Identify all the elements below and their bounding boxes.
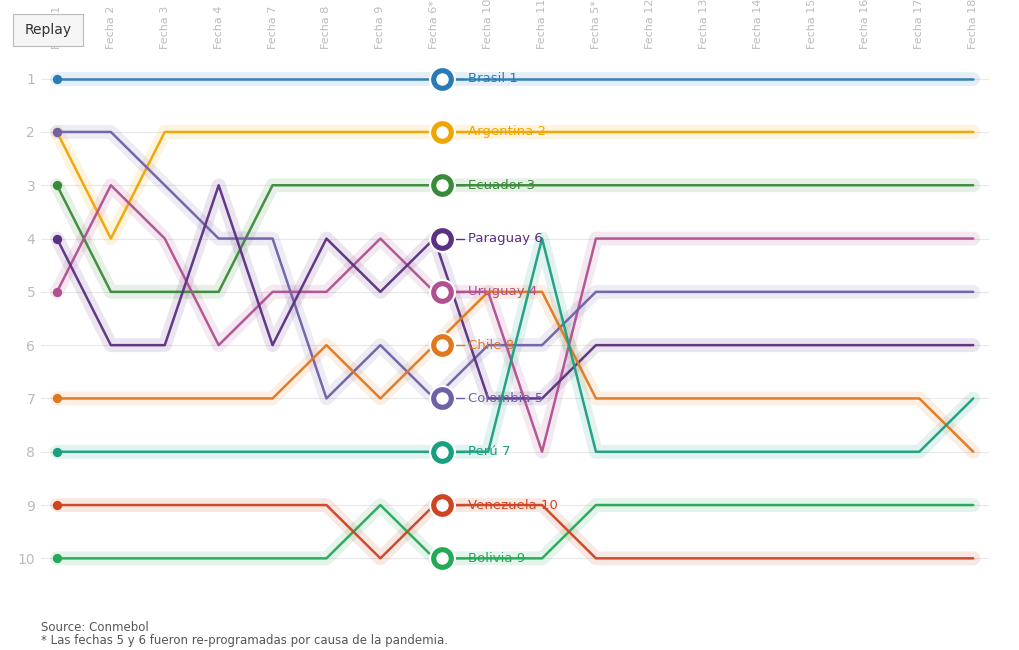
Point xyxy=(434,127,450,137)
Point xyxy=(49,287,65,297)
Point xyxy=(434,393,450,404)
Point xyxy=(434,127,450,137)
Point xyxy=(49,233,65,244)
Point xyxy=(434,447,450,457)
Text: Paraguay 6: Paraguay 6 xyxy=(468,232,542,245)
Point xyxy=(434,73,450,84)
Point xyxy=(49,127,65,137)
Point xyxy=(49,127,65,137)
Text: Perú 7: Perú 7 xyxy=(468,445,510,458)
Point xyxy=(434,233,450,244)
Text: Chile 8: Chile 8 xyxy=(468,339,514,352)
Point xyxy=(49,500,65,510)
Text: Bolivia 9: Bolivia 9 xyxy=(468,552,525,565)
Point xyxy=(49,447,65,457)
Point xyxy=(434,180,450,190)
Text: Colombia 5: Colombia 5 xyxy=(468,392,542,405)
Point xyxy=(49,180,65,190)
Text: Ecuador 3: Ecuador 3 xyxy=(468,179,534,192)
Point xyxy=(434,340,450,350)
Text: Replay: Replay xyxy=(24,23,71,37)
Point xyxy=(434,553,450,564)
Point xyxy=(434,233,450,244)
Point xyxy=(434,393,450,404)
Point xyxy=(434,500,450,510)
Point xyxy=(434,553,450,564)
Point xyxy=(434,287,450,297)
Point xyxy=(49,393,65,404)
Text: Argentina 2: Argentina 2 xyxy=(468,125,545,138)
Point xyxy=(434,500,450,510)
Point xyxy=(49,73,65,84)
Point xyxy=(434,180,450,190)
Point xyxy=(434,340,450,350)
Text: * Las fechas 5 y 6 fueron re-programadas por causa de la pandemia.: * Las fechas 5 y 6 fueron re-programadas… xyxy=(41,634,447,647)
Text: Uruguay 4: Uruguay 4 xyxy=(468,285,536,298)
Point xyxy=(434,287,450,297)
Point xyxy=(434,447,450,457)
Text: Brasil 1: Brasil 1 xyxy=(468,72,517,85)
Point xyxy=(434,73,450,84)
Point xyxy=(49,553,65,564)
Text: Venezuela 10: Venezuela 10 xyxy=(468,499,557,512)
Text: Source: Conmebol: Source: Conmebol xyxy=(41,621,149,634)
